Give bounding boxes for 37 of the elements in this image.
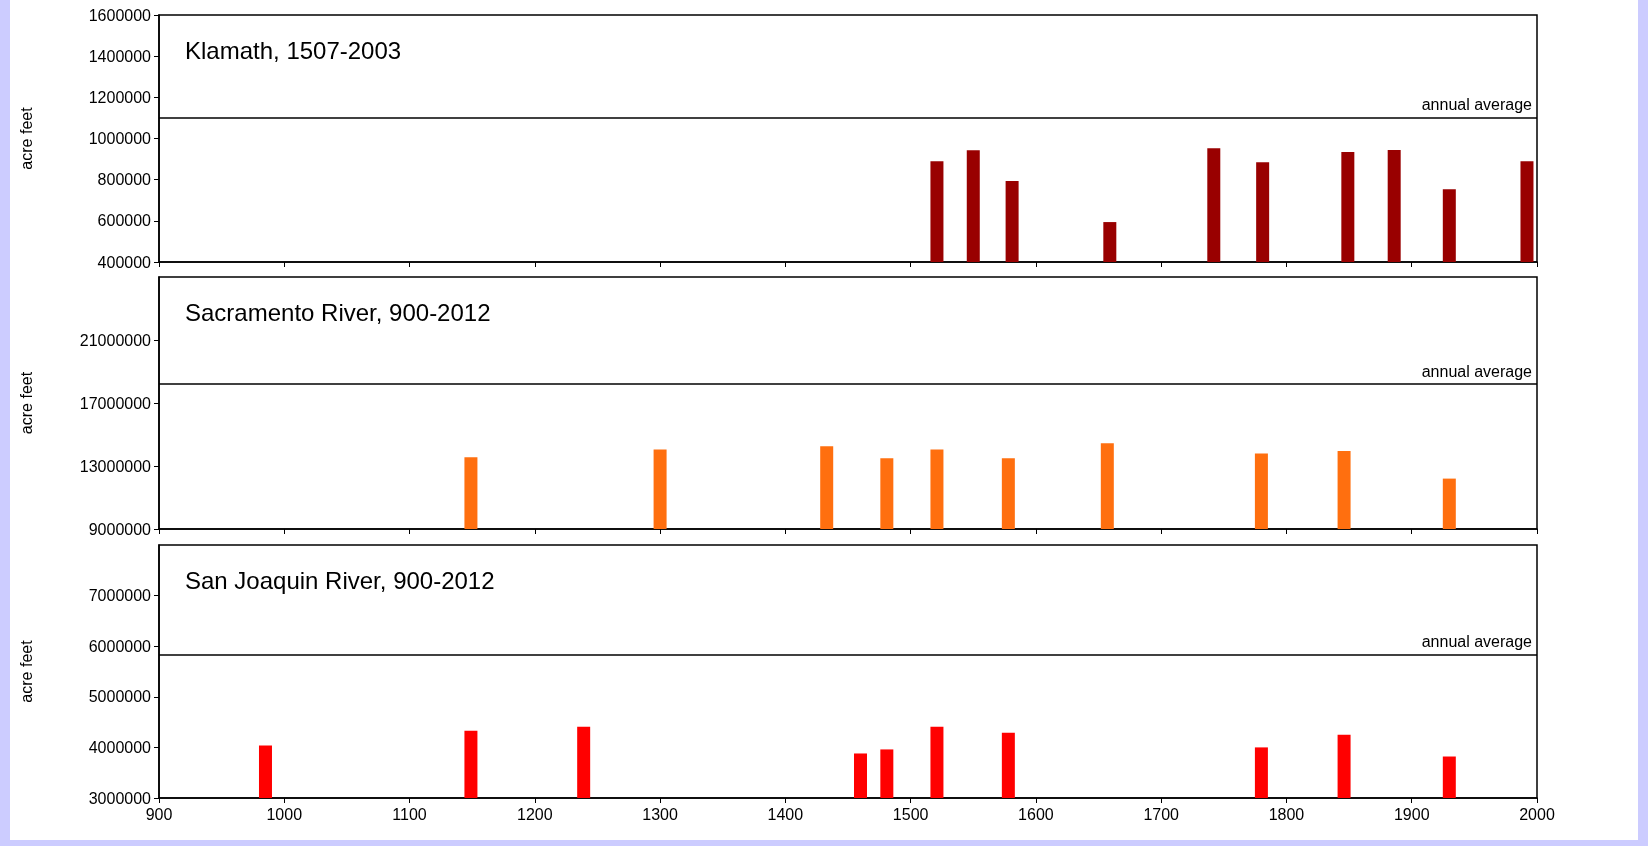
x-tick-label: 900 [145,805,173,823]
text: Sacramento River, 900-2012 [185,298,491,326]
x-tick-label: 1300 [642,805,678,823]
y-tick-label: 1400000 [88,47,152,65]
y-tick-label: 13000000 [79,457,152,475]
y-tick-label: 5000000 [88,688,152,706]
y-tick-label: 6000000 [88,637,152,655]
y-tick-label: 4000000 [88,738,152,756]
y-tick-label: 1600000 [88,6,152,24]
y-tick-label: 800000 [97,171,152,189]
y-tick-label: 17000000 [79,394,152,412]
y-tick-label: 1200000 [88,88,152,106]
y-axis-title: acre feet [17,639,35,703]
x-tick-label: 1700 [1143,805,1180,823]
x-tick-label: 1800 [1268,805,1305,823]
x-tick-label: 2000 [1519,805,1555,823]
x-tick-label: 1000 [266,805,303,823]
y-tick-label: 600000 [97,212,152,230]
x-tick-label: 1500 [892,805,929,823]
y-tick-label: 3000000 [88,789,152,807]
x-tick-label: 1100 [392,805,427,823]
x-tick-label: 1200 [517,805,553,823]
y-tick-label: 9000000 [88,520,152,538]
y-tick-label: 400000 [97,253,152,271]
y-tick-label: 7000000 [88,587,152,605]
y-axis-title: acre feet [17,371,35,435]
x-tick-label: 1900 [1393,805,1430,823]
ref-line-label: annual average [1421,362,1533,380]
y-tick-label: 21000000 [79,331,152,349]
x-tick-label: 1600 [1018,805,1054,823]
ref-line-label: annual average [1421,96,1533,114]
x-tick-label: 1400 [767,805,804,823]
y-axis-title: acre feet [17,106,35,170]
text: Klamath, 1507-2003 [185,36,402,64]
y-tick-label: 1000000 [88,130,152,147]
text: San Joaquin River, 900-2012 [185,566,495,594]
ref-line-label: annual average [1421,632,1533,650]
